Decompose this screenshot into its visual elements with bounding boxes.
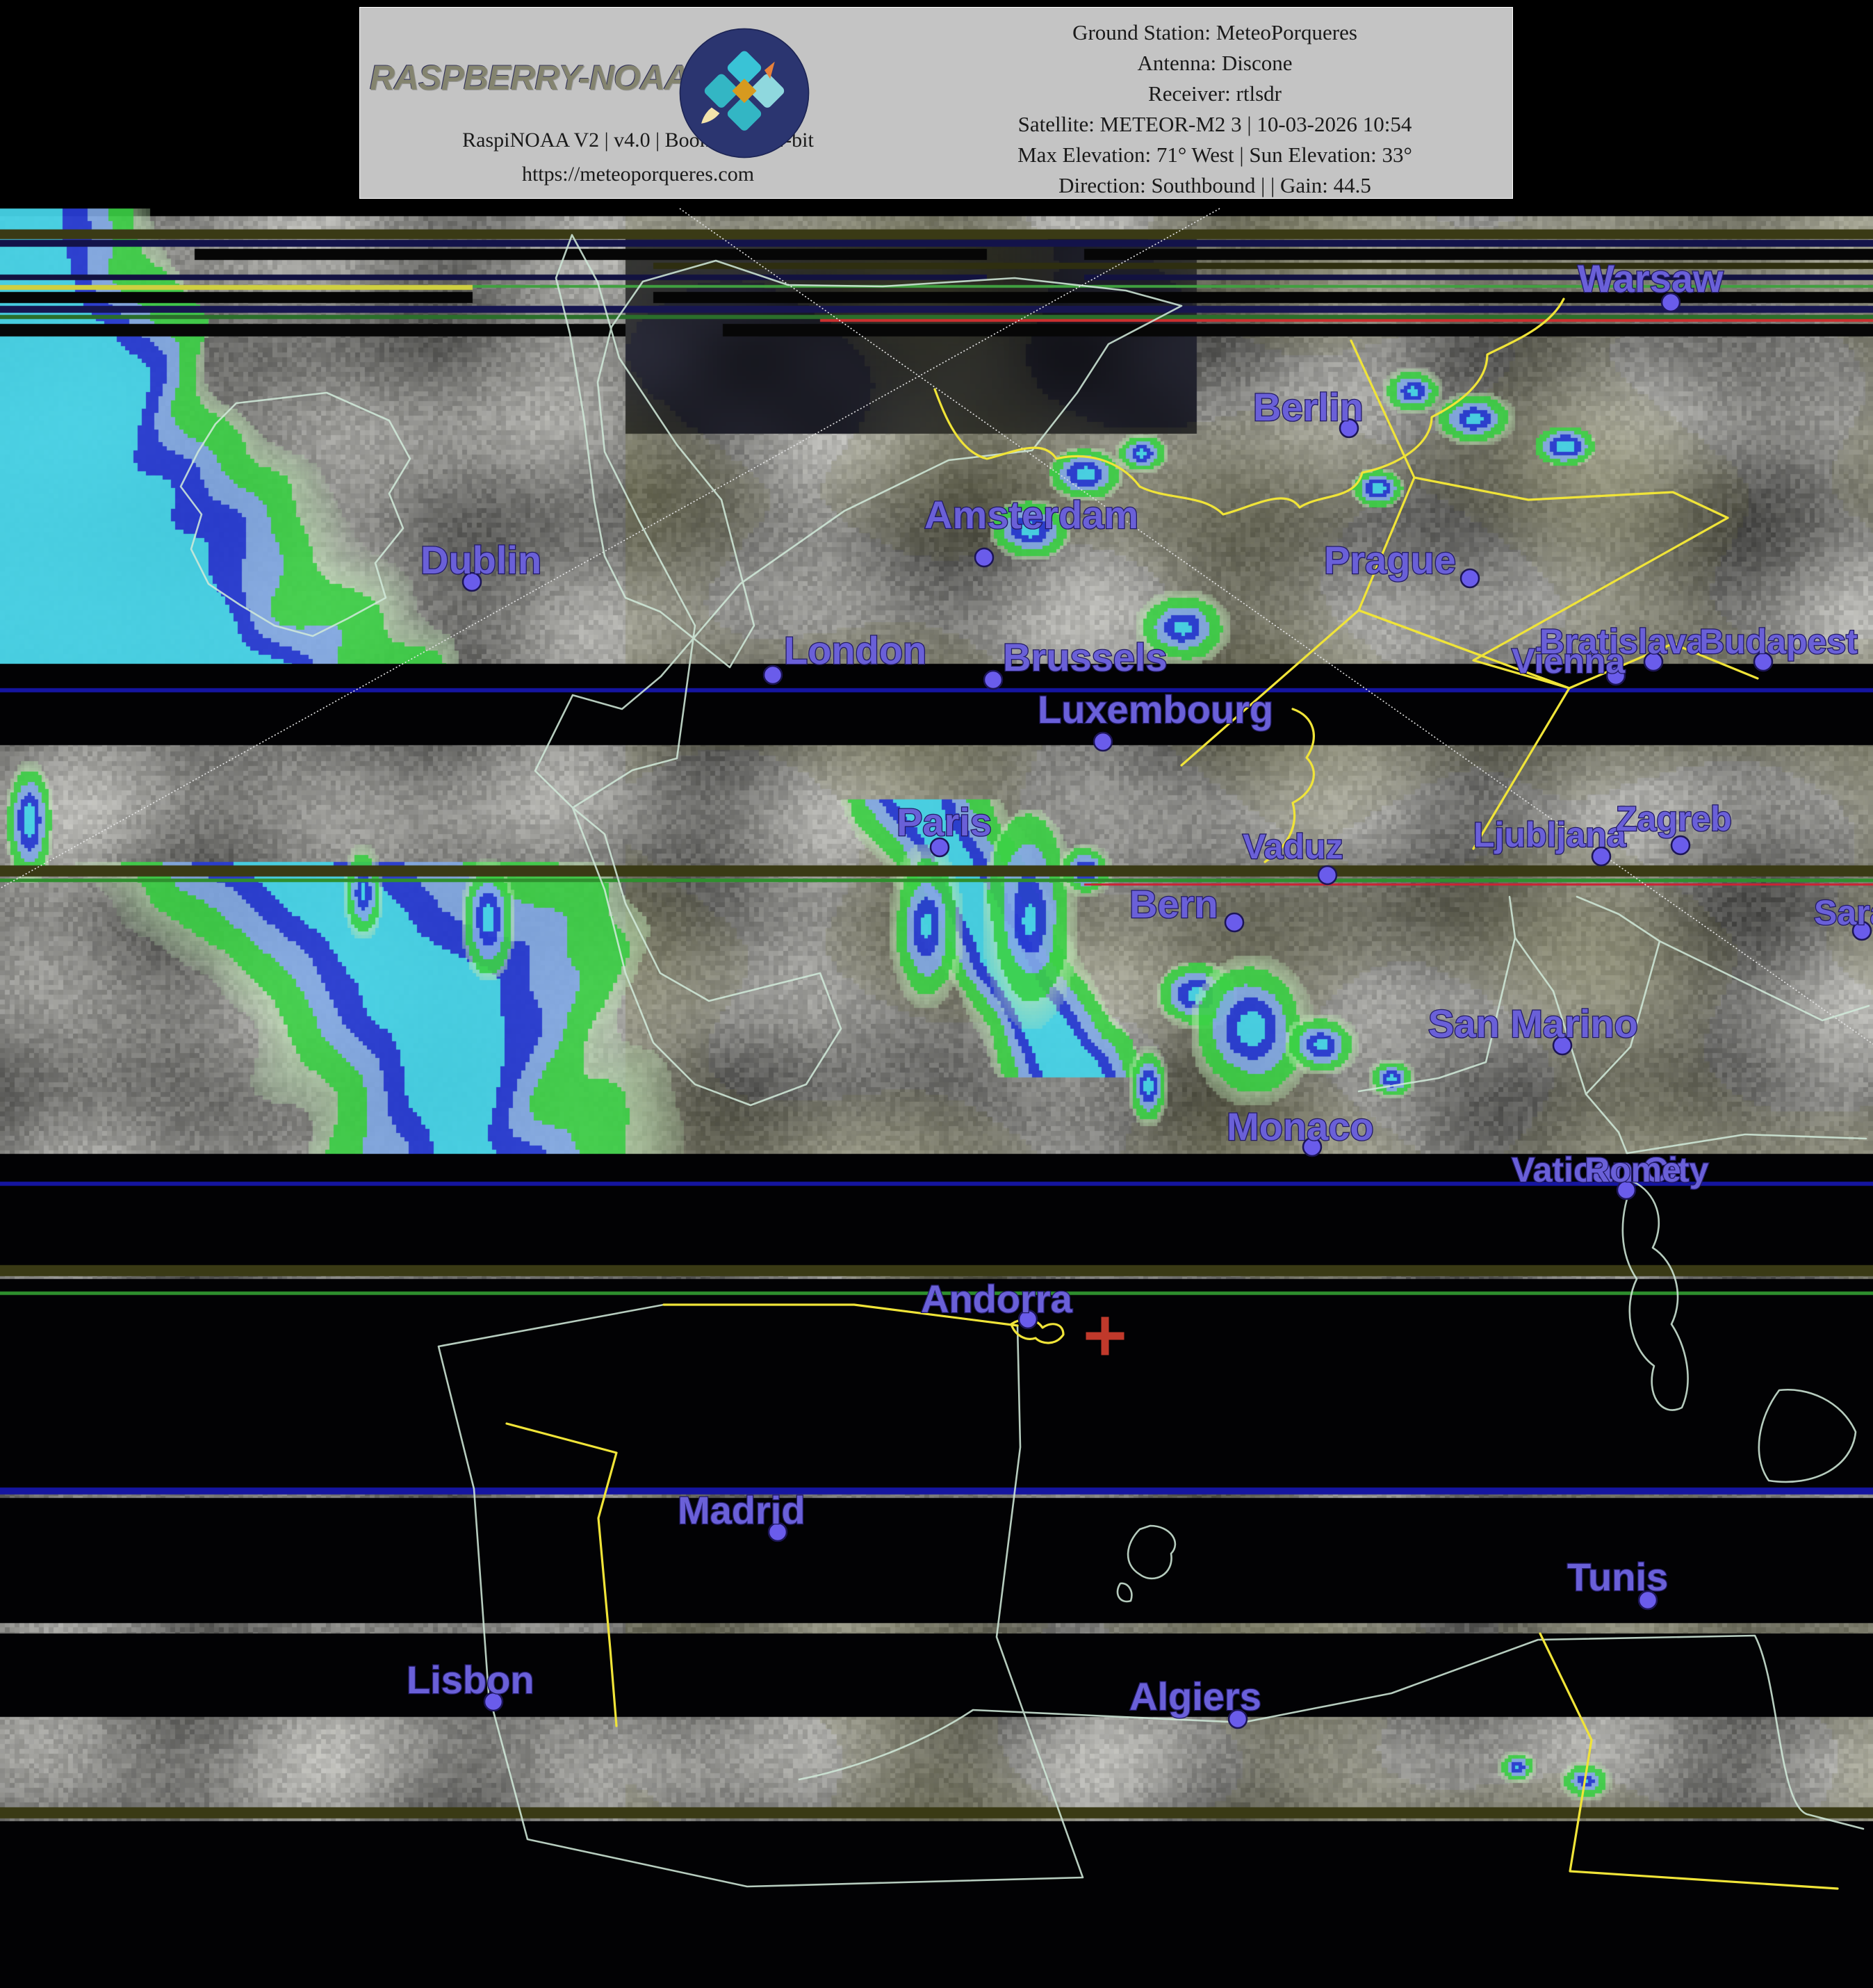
svg-text:Amsterdam: Amsterdam (924, 493, 1138, 537)
svg-text:Monaco: Monaco (1227, 1105, 1374, 1148)
svg-text:Prague: Prague (1324, 538, 1456, 582)
svg-text:Brussels: Brussels (1003, 635, 1168, 679)
svg-text:Berlin: Berlin (1253, 385, 1364, 429)
svg-text:Sarajevo: Sarajevo (1814, 893, 1873, 932)
svg-text:London: London (784, 628, 926, 672)
svg-text:Ljubljana: Ljubljana (1473, 815, 1627, 854)
svg-text:Budapest: Budapest (1699, 622, 1858, 661)
svg-text:San Marino: San Marino (1428, 1002, 1638, 1045)
svg-text:Luxembourg: Luxembourg (1038, 687, 1273, 731)
svg-text:Bern: Bern (1129, 882, 1218, 926)
svg-text:Lisbon: Lisbon (407, 1658, 534, 1702)
svg-text:Madrid: Madrid (678, 1488, 805, 1532)
svg-text:Tunis: Tunis (1567, 1555, 1668, 1599)
svg-text:Andorra: Andorra (921, 1277, 1073, 1321)
svg-text:Dublin: Dublin (420, 538, 541, 582)
svg-text:Algiers: Algiers (1129, 1675, 1261, 1718)
svg-text:Vaduz: Vaduz (1243, 827, 1343, 866)
svg-text:Paris: Paris (897, 800, 992, 844)
svg-text:Bratislava: Bratislava (1539, 622, 1706, 661)
svg-text:Warsaw: Warsaw (1578, 256, 1724, 300)
svg-text:Rome: Rome (1585, 1150, 1681, 1189)
svg-text:Zagreb: Zagreb (1616, 799, 1732, 838)
